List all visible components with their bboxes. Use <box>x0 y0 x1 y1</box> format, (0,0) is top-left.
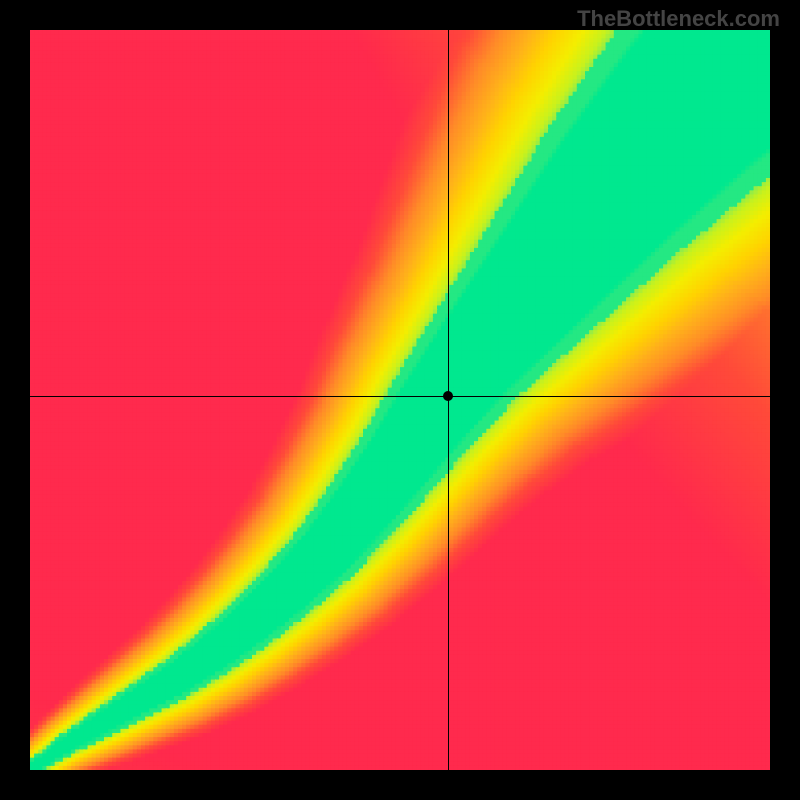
watermark-text: TheBottleneck.com <box>577 6 780 32</box>
plot-area <box>30 30 770 770</box>
heat-field-canvas <box>30 30 770 770</box>
